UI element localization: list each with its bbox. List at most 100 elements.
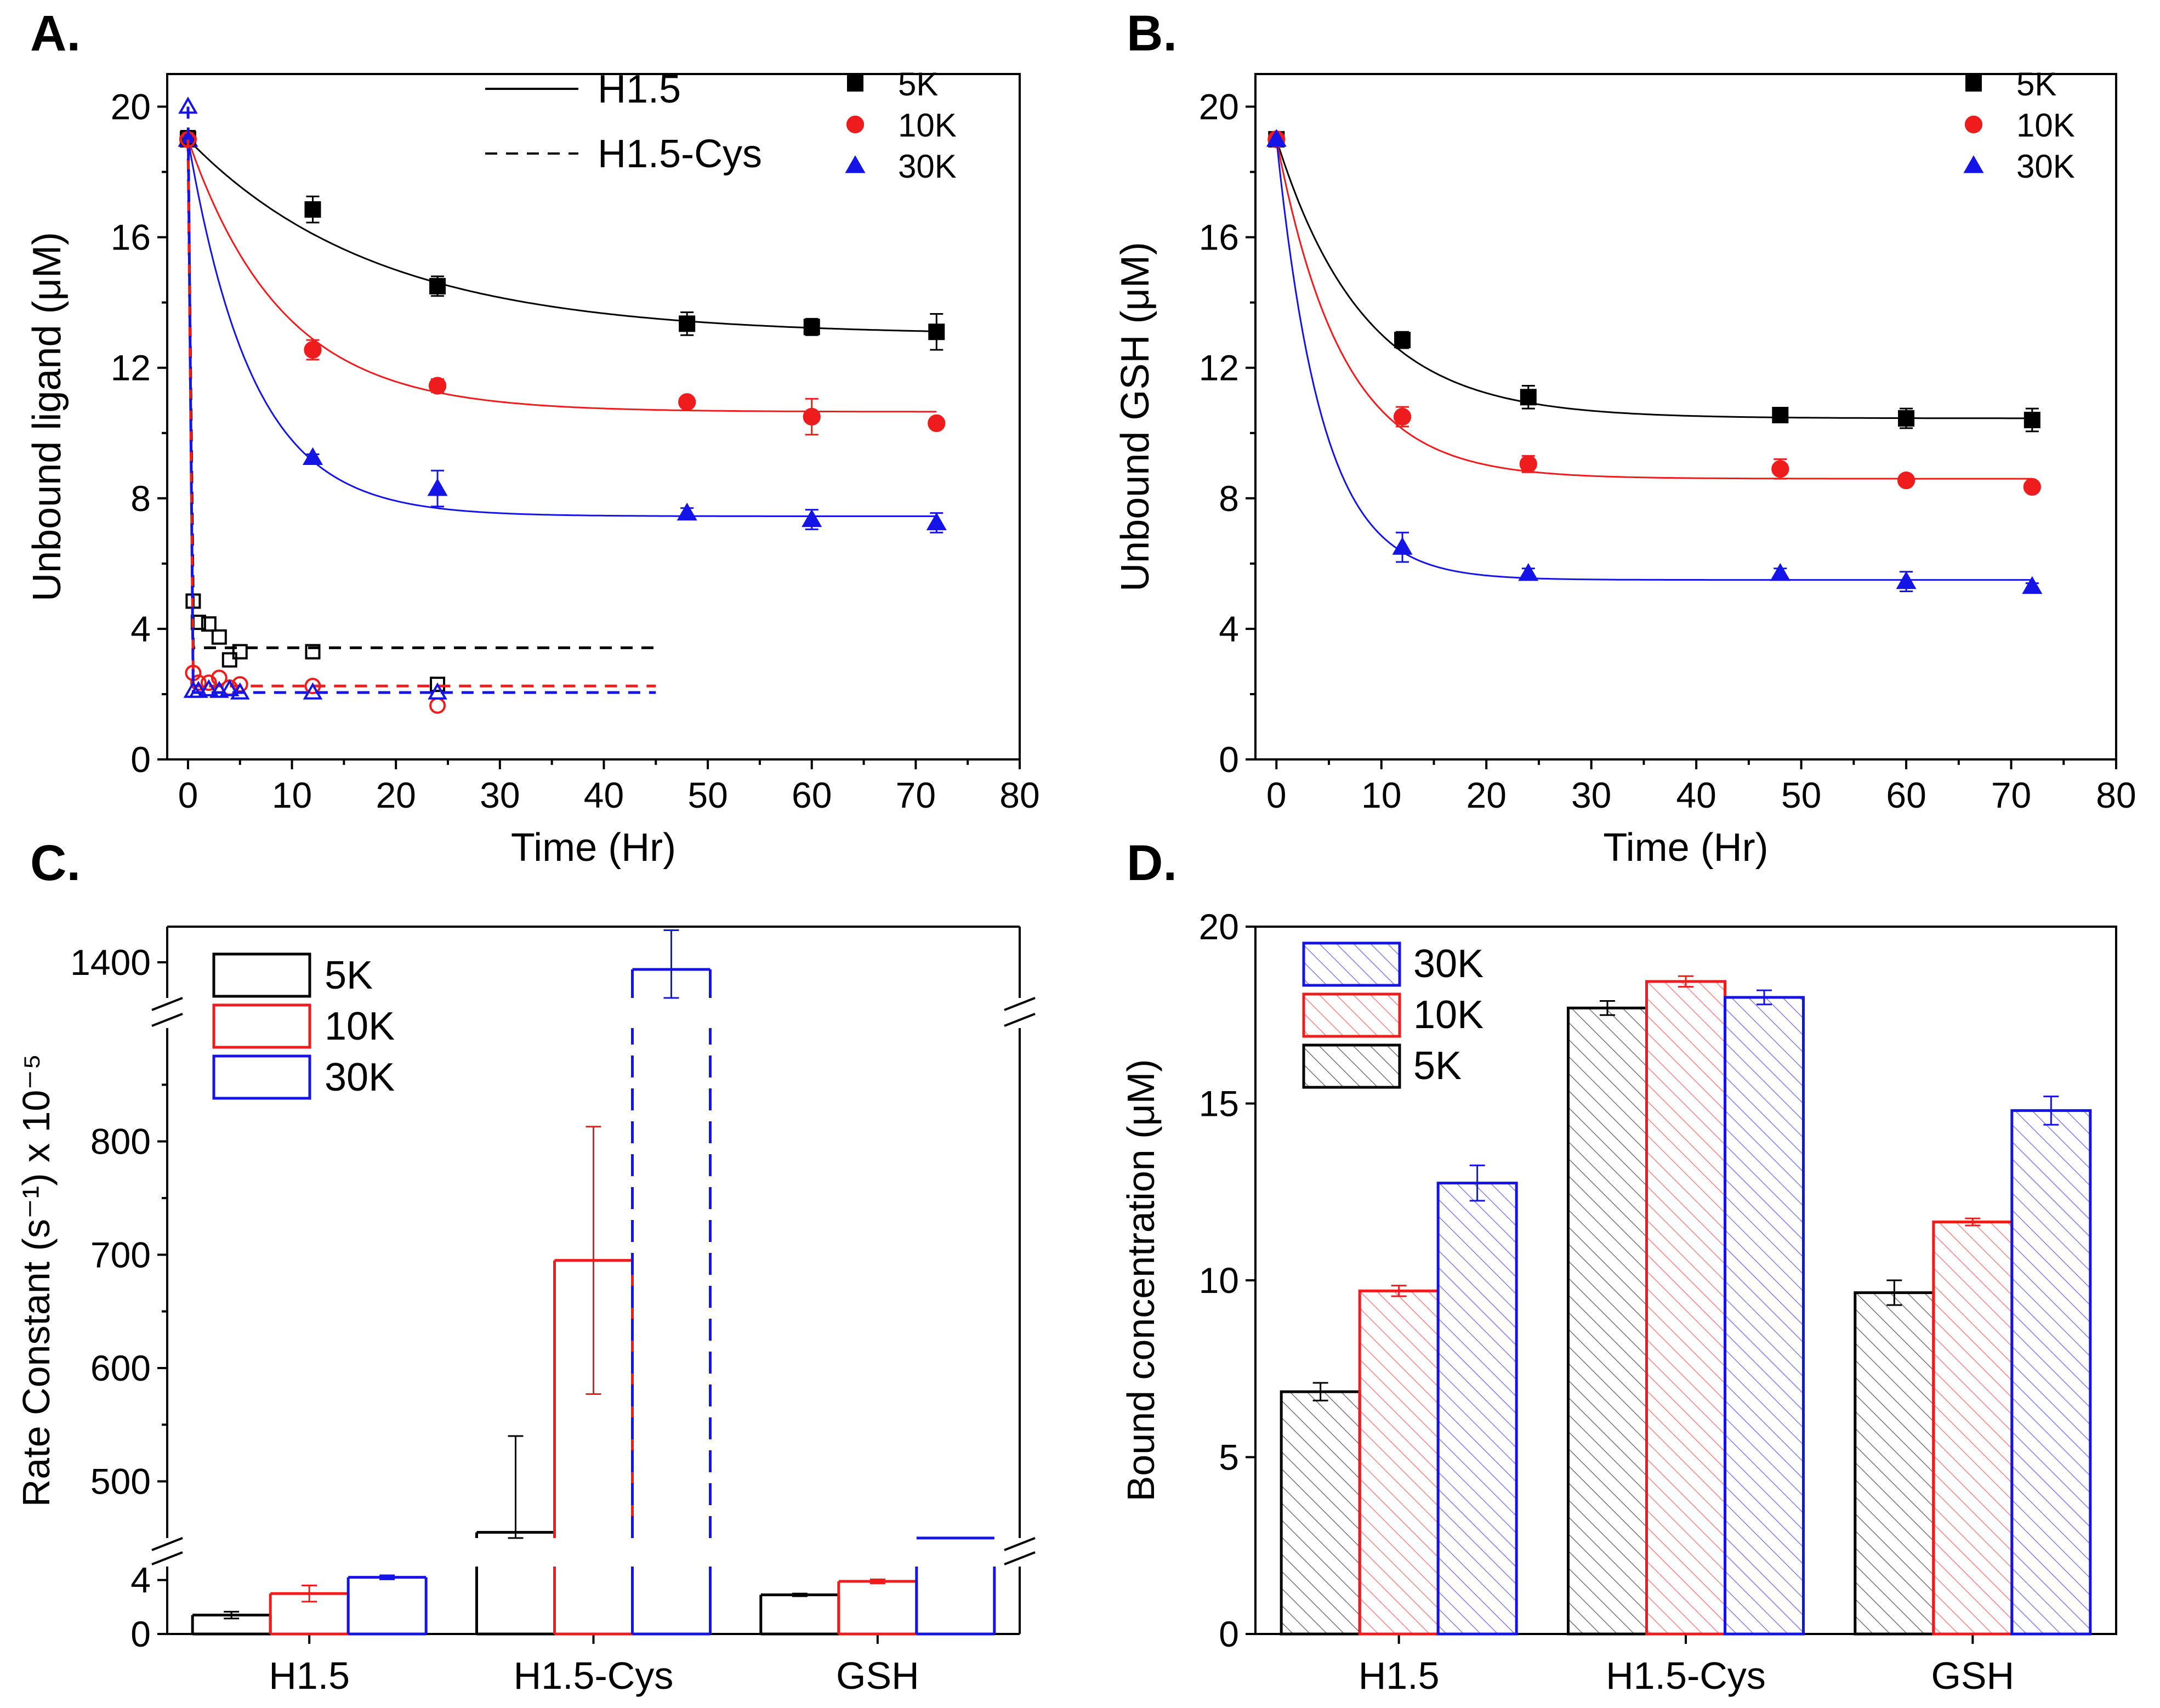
panel-d-chart: 0 5 10 15 20 Bound concentration (μM) H1.5 H1.5… [1119, 906, 2117, 1697]
x-tick-label: 10 [1361, 775, 1401, 815]
data-point [928, 324, 945, 341]
data-point [427, 478, 448, 496]
x-tick-label: 60 [792, 775, 832, 815]
axis-break-mark [1004, 1013, 1036, 1027]
y-axis-label: Unbound GSH (μM) [1113, 242, 1157, 592]
legend-marker-label: 10K [2016, 107, 2075, 144]
data-point [221, 652, 237, 668]
legend-label: 5K [325, 954, 373, 997]
data-point [230, 682, 250, 700]
x-tick-label: 0 [1266, 775, 1287, 815]
series-5K-data [1268, 131, 2040, 433]
plot-frame [1254, 73, 2117, 761]
fit-curve-dashed [186, 138, 656, 649]
y-tick-label: 5 [1219, 1437, 1239, 1478]
data-point [304, 201, 321, 218]
data-point [209, 680, 229, 698]
x-tick-label: GSH [1931, 1654, 2014, 1697]
fit-curve [1275, 139, 2032, 581]
x-tick-label: GSH [836, 1654, 919, 1697]
bar [1645, 980, 1726, 1636]
x-tick-label: 0 [178, 775, 198, 815]
legend-line-label: H1.5 [598, 67, 681, 111]
y-tick-label: 12 [111, 348, 151, 388]
axis-break-mark [151, 1551, 183, 1565]
x-tick-label: 70 [1991, 775, 2031, 815]
fit-curve [187, 139, 937, 413]
legend-swatch [1302, 992, 1401, 1038]
series-30K-H1.5 [178, 129, 947, 534]
bar [1854, 1291, 1935, 1636]
fit-curve [187, 138, 937, 332]
x-tick-label: 20 [1466, 775, 1507, 815]
legend-swatch [212, 1003, 311, 1049]
y-tick-label: 20 [111, 87, 151, 127]
series-10K-H1.5-Cys [179, 131, 656, 714]
y-axis-label: Unbound ligand (μM) [25, 232, 69, 602]
x-tick-label: 50 [1781, 775, 1821, 815]
x-axis-label: Time (Hr) [511, 826, 676, 870]
x-tick-label: 40 [584, 775, 624, 815]
legend-label: 30K [325, 1056, 395, 1099]
bar-10K-H1.5-Cys [553, 1126, 634, 1636]
data-point [219, 679, 240, 696]
y-tick-label: 12 [1199, 348, 1239, 388]
series-10K-data [1267, 130, 2041, 496]
data-point [802, 509, 822, 527]
y-tick-label: 700 [90, 1234, 151, 1275]
y-tick-label: 16 [111, 217, 151, 258]
x-tick-label: 30 [1571, 775, 1611, 815]
legend-marker-label: 10K [898, 107, 957, 144]
legend-label: 10K [325, 1005, 395, 1048]
data-point [200, 674, 217, 691]
data-point [1266, 129, 1287, 147]
x-tick-label: H1.5 [269, 1654, 350, 1697]
bar [1280, 1390, 1361, 1636]
panel-label-c: C. [30, 835, 81, 891]
series-5K-H1.5 [179, 131, 945, 351]
legend-label: 10K [1413, 993, 1483, 1037]
data-point [305, 644, 321, 660]
axis-break-mark [1004, 1551, 1036, 1565]
data-point [1519, 455, 1537, 473]
data-point [2023, 411, 2040, 428]
bar-10K-H1.5 [269, 1584, 350, 1636]
y-tick-label: 0 [130, 739, 151, 780]
y-tick-label: 600 [90, 1348, 151, 1388]
data-point [199, 679, 219, 696]
legend-marker [845, 155, 866, 173]
plot-frame [166, 73, 1021, 761]
data-point [926, 512, 947, 531]
data-point [303, 682, 323, 700]
bar-30K-H1.5 [1436, 1164, 1518, 1636]
data-point [2023, 478, 2041, 496]
data-point [429, 277, 446, 294]
data-point [304, 678, 321, 695]
bar-10K-H1.5-Cys [1645, 975, 1726, 1636]
x-tick-label: 20 [376, 775, 416, 815]
x-tick-label: 70 [896, 775, 936, 815]
x-tick-label: 50 [687, 775, 727, 815]
data-point [302, 447, 323, 466]
data-point [1898, 410, 1915, 427]
y-tick-label: 15 [1199, 1083, 1239, 1124]
bar-5K-H1.5-Cys [475, 1435, 556, 1636]
data-point [178, 97, 198, 114]
x-tick-label: 30 [480, 775, 520, 815]
data-point [678, 393, 696, 411]
data-point [1896, 571, 1917, 589]
series-30K-H1.5-Cys [178, 97, 656, 700]
bar-5K-GSH [759, 1592, 840, 1636]
data-point [1518, 563, 1539, 581]
y-tick-label: 8 [1219, 478, 1239, 519]
panel-label-b: B. [1127, 5, 1177, 61]
legend-marker [847, 75, 863, 92]
y-tick-label: 20 [1199, 87, 1239, 127]
bar-30K-H1.5-Cys [1724, 989, 1805, 1636]
y-tick-label: 10 [1199, 1260, 1239, 1301]
data-point [803, 319, 820, 336]
bar-5K-H1.5-Cys [1567, 1000, 1648, 1636]
fit-curve [1275, 139, 2032, 419]
y-axis-label: Rate Constant (s⁻¹) x 10⁻⁵ [15, 1054, 58, 1507]
